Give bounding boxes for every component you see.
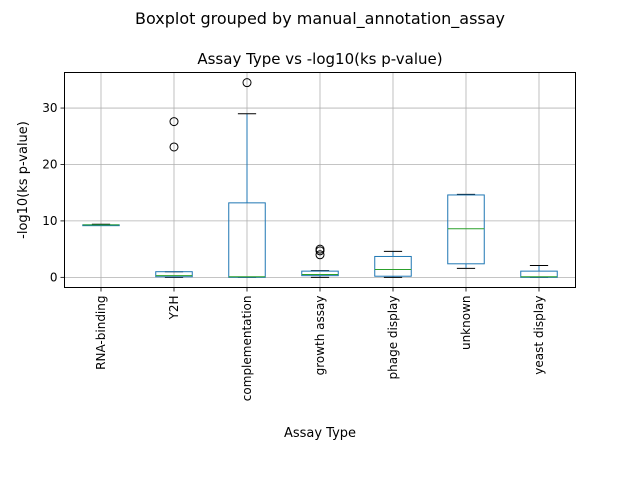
x-tick-label: growth assay [313,296,327,376]
outlier-point [169,142,179,152]
box-body [447,194,485,265]
y-tick-label: 30 [42,101,57,115]
box-complementation [228,78,266,278]
box-unknown [447,193,485,269]
outlier-point [242,78,252,88]
y-tick-label: 10 [42,214,57,228]
box-body [228,202,266,278]
y-axis-label: -log10(ks p-value) [16,121,31,239]
x-tick-label: unknown [459,296,473,351]
box-yeast-display [520,264,558,278]
y-tick-label: 20 [42,157,57,171]
grid-lines [64,72,576,288]
box-body [520,270,558,278]
x-axis-label: Assay Type [284,426,356,441]
box-body [155,271,193,278]
box-rna-binding [82,223,120,227]
x-tick-label: complementation [240,296,254,402]
box-growth-assay [301,244,339,278]
x-axis: RNA-binding Y2H complementation growth assa… [94,287,546,402]
box-phage-display [374,250,412,278]
box-y2h [155,117,193,278]
box-body [301,270,339,277]
outlier-point [169,117,179,127]
x-tick-label: RNA-binding [94,296,108,370]
box-series [82,78,558,278]
outlier-point [315,244,325,254]
box-body [374,255,412,277]
y-axis: 0 10 20 30 [42,101,65,284]
chart-suptitle: Boxplot grouped by manual_annotation_ass… [135,9,505,29]
y-tick-label: 0 [50,270,58,284]
x-tick-label: yeast display [532,296,546,375]
outlier-point [315,250,325,260]
x-tick-label: phage display [386,296,400,380]
chart-title: Assay Type vs -log10(ks p-value) [197,50,442,68]
x-tick-label: Y2H [167,296,181,321]
